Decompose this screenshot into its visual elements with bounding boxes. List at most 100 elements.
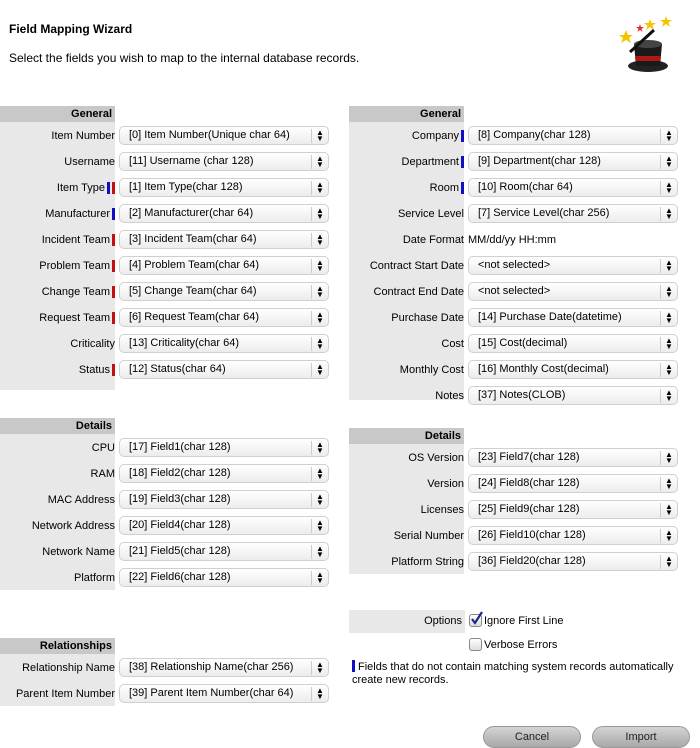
- room-select[interactable]: [10] Room(char 64) ▲ ▼: [468, 178, 678, 197]
- department-select[interactable]: [9] Department(char 128) ▲ ▼: [468, 152, 678, 171]
- field-row-notes: Notes [37] Notes(CLOB) ▲ ▼: [349, 385, 684, 407]
- notes-label: Notes: [435, 390, 464, 402]
- licenses-label: Licenses: [420, 504, 464, 516]
- updown-arrows-icon: ▲ ▼: [660, 259, 677, 273]
- updown-arrows-icon: ▲ ▼: [311, 233, 328, 247]
- network-name-select[interactable]: [21] Field5(char 128) ▲ ▼: [119, 542, 329, 561]
- import-button[interactable]: Import: [592, 726, 690, 748]
- verbose-errors-checkbox[interactable]: Verbose Errors: [469, 638, 557, 651]
- platform-select[interactable]: [22] Field6(char 128) ▲ ▼: [119, 568, 329, 587]
- item-number-select[interactable]: [0] Item Number(Unique char 64) ▲ ▼: [119, 126, 329, 145]
- problem-team-label: Problem Team: [39, 255, 115, 277]
- field-row-change-team: Change Team [5] Change Team(char 64) ▲ ▼: [0, 281, 335, 303]
- section-header: Details: [349, 428, 464, 444]
- purchase-date-select[interactable]: [14] Purchase Date(datetime) ▲ ▼: [468, 308, 678, 327]
- updown-arrows-icon: ▲ ▼: [660, 363, 677, 377]
- company-select[interactable]: [8] Company(char 128) ▲ ▼: [468, 126, 678, 145]
- updown-arrows-icon: ▲ ▼: [660, 529, 677, 543]
- ignore-first-line-checkbox[interactable]: Ignore First Line: [469, 611, 563, 627]
- parent-item-number-select[interactable]: [39] Parent Item Number(char 64) ▲ ▼: [119, 684, 329, 703]
- problem-team-select[interactable]: [4] Problem Team(char 64) ▲ ▼: [119, 256, 329, 275]
- change-team-select[interactable]: [5] Change Team(char 64) ▲ ▼: [119, 282, 329, 301]
- serial-number-label: Serial Number: [393, 530, 464, 542]
- service-level-label: Service Level: [397, 208, 464, 220]
- contract-end-date-select[interactable]: <not selected> ▲ ▼: [468, 282, 678, 301]
- company-label: Company: [412, 125, 464, 147]
- updown-arrows-icon: ▲ ▼: [311, 155, 328, 169]
- contract-end-date-label: Contract End Date: [373, 286, 465, 298]
- request-team-label: Request Team: [39, 307, 115, 329]
- label-column: [0, 106, 115, 390]
- mac-address-select[interactable]: [19] Field3(char 128) ▲ ▼: [119, 490, 329, 509]
- ram-select[interactable]: [18] Field2(char 128) ▲ ▼: [119, 464, 329, 483]
- manufacturer-select[interactable]: [2] Manufacturer(char 64) ▲ ▼: [119, 204, 329, 223]
- field-row-item-type: Item Type [1] Item Type(char 128) ▲ ▼: [0, 177, 335, 199]
- cpu-select[interactable]: [17] Field1(char 128) ▲ ▼: [119, 438, 329, 457]
- checkbox-checked-icon[interactable]: [469, 611, 483, 627]
- platform-string-select[interactable]: [36] Field20(char 128) ▲ ▼: [468, 552, 678, 571]
- updown-arrows-icon: ▲ ▼: [660, 503, 677, 517]
- blue-marker-icon: [461, 156, 464, 168]
- status-label: Status: [79, 359, 115, 381]
- serial-number-select[interactable]: [26] Field10(char 128) ▲ ▼: [468, 526, 678, 545]
- magic-hat-icon: [619, 16, 672, 72]
- red-marker-icon: [112, 182, 115, 194]
- username-select[interactable]: [11] Username (char 128) ▲ ▼: [119, 152, 329, 171]
- cost-select[interactable]: [15] Cost(decimal) ▲ ▼: [468, 334, 678, 353]
- field-row-os-version: OS Version [23] Field7(char 128) ▲ ▼: [349, 447, 684, 469]
- os-version-label: OS Version: [408, 452, 464, 464]
- status-select[interactable]: [12] Status(char 64) ▲ ▼: [119, 360, 329, 379]
- field-row-status: Status [12] Status(char 64) ▲ ▼: [0, 359, 335, 381]
- cost-label: Cost: [441, 338, 464, 350]
- field-row-manufacturer: Manufacturer [2] Manufacturer(char 64) ▲ ▼: [0, 203, 335, 225]
- verbose-errors-label: Verbose Errors: [484, 638, 558, 651]
- field-row-network-address: Network Address [20] Field4(char 128) ▲ ▼: [0, 515, 335, 537]
- section-header: General: [0, 106, 115, 122]
- red-marker-icon: [112, 312, 115, 324]
- item-type-select[interactable]: [1] Item Type(char 128) ▲ ▼: [119, 178, 329, 197]
- network-address-select[interactable]: [20] Field4(char 128) ▲ ▼: [119, 516, 329, 535]
- field-row-room: Room [10] Room(char 64) ▲ ▼: [349, 177, 684, 199]
- manufacturer-label: Manufacturer: [45, 203, 115, 225]
- blue-marker-icon: [352, 660, 355, 672]
- relationship-name-select[interactable]: [38] Relationship Name(char 256) ▲ ▼: [119, 658, 329, 677]
- notes-select[interactable]: [37] Notes(CLOB) ▲ ▼: [468, 386, 678, 405]
- date-format-label: Date Format: [402, 234, 464, 246]
- field-row-contract-end-date: Contract End Date <not selected> ▲ ▼: [349, 281, 684, 303]
- item-number-label: Item Number: [51, 130, 115, 142]
- field-row-platform: Platform [22] Field6(char 128) ▲ ▼: [0, 567, 335, 589]
- contract-start-date-select[interactable]: <not selected> ▲ ▼: [468, 256, 678, 275]
- request-team-select[interactable]: [6] Request Team(char 64) ▲ ▼: [119, 308, 329, 327]
- field-row-licenses: Licenses [25] Field9(char 128) ▲ ▼: [349, 499, 684, 521]
- field-row-network-name: Network Name [21] Field5(char 128) ▲ ▼: [0, 541, 335, 563]
- version-select[interactable]: [24] Field8(char 128) ▲ ▼: [468, 474, 678, 493]
- cancel-button[interactable]: Cancel: [483, 726, 581, 748]
- department-label: Department: [402, 151, 464, 173]
- label-column: [349, 106, 464, 400]
- updown-arrows-icon: ▲ ▼: [311, 571, 328, 585]
- change-team-label: Change Team: [42, 281, 115, 303]
- contract-start-date-label: Contract Start Date: [369, 260, 464, 272]
- purchase-date-label: Purchase Date: [391, 312, 464, 324]
- room-label: Room: [430, 177, 464, 199]
- monthly-cost-select[interactable]: [16] Monthly Cost(decimal) ▲ ▼: [468, 360, 678, 379]
- os-version-select[interactable]: [23] Field7(char 128) ▲ ▼: [468, 448, 678, 467]
- service-level-select[interactable]: [7] Service Level(char 256) ▲ ▼: [468, 204, 678, 223]
- section-header: Details: [0, 418, 115, 434]
- field-row-platform-string: Platform String [36] Field20(char 128) ▲ ▼: [349, 551, 684, 573]
- field-row-department: Department [9] Department(char 128) ▲ ▼: [349, 151, 684, 173]
- field-row-parent-item-number: Parent Item Number [39] Parent Item Numbe…: [0, 683, 335, 705]
- updown-arrows-icon: ▲ ▼: [660, 389, 677, 403]
- incident-team-select[interactable]: [3] Incident Team(char 64) ▲ ▼: [119, 230, 329, 249]
- updown-arrows-icon: ▲ ▼: [311, 259, 328, 273]
- updown-arrows-icon: ▲ ▼: [311, 687, 328, 701]
- cpu-label: CPU: [91, 442, 115, 454]
- red-marker-icon: [112, 234, 115, 246]
- field-row-monthly-cost: Monthly Cost [16] Monthly Cost(decimal) ▲ ▼: [349, 359, 684, 381]
- checkbox-unchecked-icon[interactable]: [469, 638, 482, 651]
- licenses-select[interactable]: [25] Field9(char 128) ▲ ▼: [468, 500, 678, 519]
- field-row-version: Version [24] Field8(char 128) ▲ ▼: [349, 473, 684, 495]
- monthly-cost-label: Monthly Cost: [399, 364, 464, 376]
- criticality-select[interactable]: [13] Criticality(char 64) ▲ ▼: [119, 334, 329, 353]
- parent-item-number-label: Parent Item Number: [15, 688, 115, 700]
